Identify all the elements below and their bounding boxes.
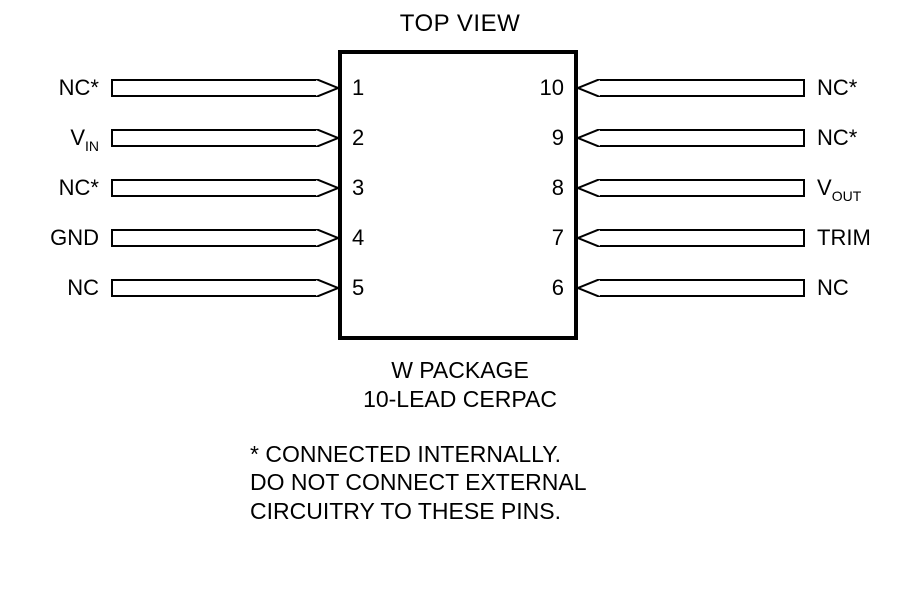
package-subtitle: W PACKAGE 10-LEAD CERPAC	[0, 356, 920, 414]
pin-number: 6	[552, 275, 564, 301]
pin-label: VIN	[70, 125, 99, 153]
pin-lead	[111, 229, 316, 247]
pin-chevron-icon	[578, 129, 600, 147]
footnote: * CONNECTED INTERNALLY. DO NOT CONNECT E…	[250, 440, 670, 526]
pin-number: 2	[352, 125, 364, 151]
pin-lead	[111, 79, 316, 97]
footnote-line-3: CIRCUITRY TO THESE PINS.	[250, 497, 670, 526]
pin-label: NC*	[59, 175, 99, 201]
pin-number: 5	[352, 275, 364, 301]
pin-chevron-icon	[578, 179, 600, 197]
pin-lead	[600, 79, 805, 97]
ic-pinout-diagram: NC* 1 VIN 2 NC* 3 GND 4 NC 5 NC* 10 NC* 9 VOUT 8 TRIM 7 NC…	[0, 50, 920, 342]
pin-chevron-icon	[578, 79, 600, 97]
pin-label: NC*	[817, 75, 857, 101]
pin-number: 10	[540, 75, 564, 101]
pin-chevron-icon	[316, 279, 338, 297]
pin-label: GND	[50, 225, 99, 251]
pin-lead	[111, 129, 316, 147]
subtitle-line-1: W PACKAGE	[0, 356, 920, 385]
diagram-title: TOP VIEW	[0, 10, 920, 38]
pinout-container: TOP VIEW NC* 1 VIN 2 NC* 3 GND 4 NC 5 NC* 10 NC* 9 VOU…	[0, 10, 920, 526]
pin-lead	[600, 229, 805, 247]
pin-label: VOUT	[817, 175, 861, 203]
pin-lead	[111, 279, 316, 297]
pin-number: 7	[552, 225, 564, 251]
pin-label: NC	[67, 275, 99, 301]
pin-label: TRIM	[817, 225, 871, 251]
pin-number: 1	[352, 75, 364, 101]
pin-chevron-icon	[316, 129, 338, 147]
pin-chevron-icon	[578, 279, 600, 297]
pin-lead	[600, 279, 805, 297]
pin-number: 3	[352, 175, 364, 201]
pin-chevron-icon	[316, 79, 338, 97]
footnote-line-1: * CONNECTED INTERNALLY.	[250, 440, 670, 469]
pin-number: 9	[552, 125, 564, 151]
pin-lead	[600, 179, 805, 197]
pin-chevron-icon	[316, 229, 338, 247]
pin-number: 4	[352, 225, 364, 251]
pin-chevron-icon	[578, 229, 600, 247]
footnote-line-2: DO NOT CONNECT EXTERNAL	[250, 468, 670, 497]
pin-number: 8	[552, 175, 564, 201]
subtitle-line-2: 10-LEAD CERPAC	[0, 385, 920, 414]
pin-lead	[111, 179, 316, 197]
pin-label: NC*	[59, 75, 99, 101]
pin-lead	[600, 129, 805, 147]
pin-chevron-icon	[316, 179, 338, 197]
pin-label: NC	[817, 275, 849, 301]
pin-label: NC*	[817, 125, 857, 151]
